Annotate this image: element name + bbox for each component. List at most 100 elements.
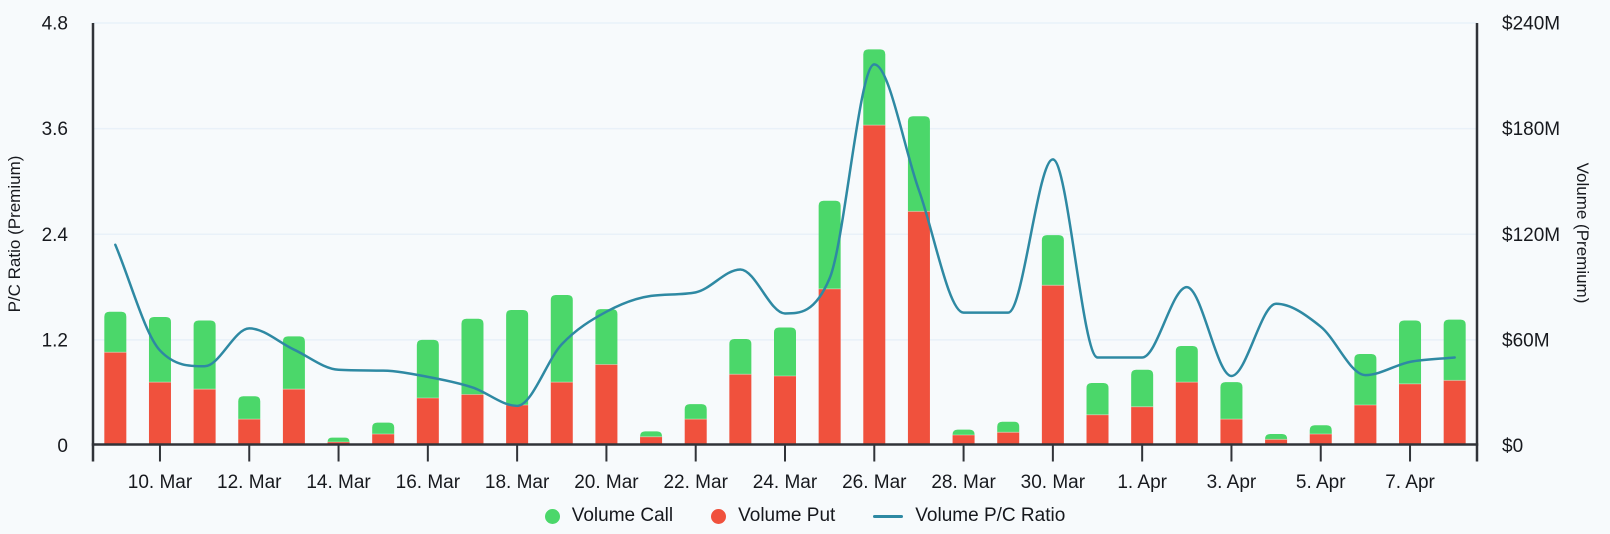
bar-volume-put — [729, 374, 752, 446]
right-axis-tick-label: $60M — [1502, 330, 1550, 351]
bar-volume-call — [1354, 353, 1377, 406]
bar-volume-call — [640, 431, 663, 437]
bar-volume-put — [461, 394, 484, 446]
right-axis-title: Volume (Premium) — [1573, 163, 1592, 304]
left-axis-tick-label: 4.8 — [42, 14, 68, 35]
x-axis-tick-label: 24. Mar — [753, 472, 818, 493]
bar-volume-put — [863, 125, 886, 446]
bar-volume-call — [595, 309, 618, 365]
bar-volume-call — [818, 200, 841, 289]
x-axis-tick-label: 7. Apr — [1385, 472, 1435, 493]
bar-volume-call — [416, 339, 439, 398]
bar-volume-call — [684, 404, 707, 420]
bar-volume-put — [684, 419, 707, 446]
bar-volume-call — [550, 294, 573, 383]
bar-volume-put — [1265, 439, 1288, 446]
bar-volume-call — [193, 320, 216, 390]
left-axis-title: P/C Ratio (Premium) — [5, 156, 24, 313]
bar-volume-put — [1220, 419, 1243, 446]
pc-ratio-line-group — [114, 63, 1456, 408]
bar-volume-put — [1086, 414, 1109, 446]
bar-volume-call — [104, 311, 127, 353]
x-axis-tick-label: 14. Mar — [306, 472, 371, 493]
bar-volume-put — [1175, 382, 1198, 446]
bar-volume-put — [595, 364, 618, 446]
x-axis-tick-label: 1. Apr — [1117, 472, 1167, 493]
bar-volume-put — [193, 389, 216, 446]
bar-volume-call — [1131, 369, 1154, 407]
bar-volume-call — [1443, 319, 1466, 381]
legend-line-marker — [873, 514, 904, 518]
stacked-bars-group — [104, 49, 1466, 446]
legend-label: Volume Put — [738, 505, 836, 526]
legend-label: Volume P/C Ratio — [915, 505, 1066, 526]
left-axis-tick-label: 2.4 — [42, 225, 69, 246]
bar-volume-call — [729, 338, 752, 375]
x-axis-tick-label: 28. Mar — [931, 472, 996, 493]
bar-volume-call — [952, 429, 975, 435]
bar-volume-put — [550, 382, 573, 446]
bar-volume-call — [238, 396, 261, 420]
bar-volume-put — [1041, 285, 1064, 446]
chart-legend: Volume Call Volume Put Volume P/C Ratio — [0, 499, 1610, 533]
bar-volume-call — [1086, 383, 1109, 415]
bar-volume-call — [1220, 382, 1243, 420]
bar-volume-put — [506, 405, 529, 446]
bar-volume-call — [461, 318, 484, 395]
x-axis-tick-label: 10. Mar — [128, 472, 193, 493]
bar-volume-put — [997, 432, 1020, 446]
bar-volume-put — [907, 211, 930, 446]
left-axis-tick-label: 0 — [57, 436, 68, 457]
bar-volume-put — [1309, 434, 1332, 446]
legend-circle-marker — [544, 508, 560, 524]
bar-volume-call — [506, 309, 529, 406]
bar-volume-put — [1354, 405, 1377, 446]
x-axis-tick-label: 20. Mar — [574, 472, 639, 493]
bar-volume-put — [416, 397, 439, 446]
bar-volume-call — [863, 49, 886, 126]
bar-volume-put — [282, 389, 305, 446]
x-axis-tick-label: 30. Mar — [1021, 472, 1086, 493]
legend-circle-marker — [711, 508, 727, 524]
bar-volume-put — [238, 419, 261, 446]
right-axis-tick-label: $120M — [1502, 225, 1560, 246]
bar-volume-put — [1399, 383, 1422, 446]
bar-volume-put — [1131, 406, 1154, 446]
right-axis-tick-label: $0 — [1502, 436, 1523, 457]
x-axis-tick-label: 5. Apr — [1296, 472, 1346, 493]
x-axis-tick-label: 26. Mar — [842, 472, 907, 493]
bar-volume-call — [327, 437, 350, 442]
bar-volume-put — [104, 352, 127, 446]
legend-item-volume-call[interactable]: Volume Call — [544, 505, 673, 527]
bar-volume-put — [1443, 380, 1466, 446]
tick-labels-group: 0 1.2 2.4 3.6 4.8 $0 $60M $120M $180M $240M 10. Ma… — [42, 14, 1561, 494]
bar-volume-put — [952, 434, 975, 446]
bar-volume-call — [1265, 434, 1288, 440]
x-axis-tick-label: 3. Apr — [1207, 472, 1257, 493]
left-axis-tick-label: 3.6 — [42, 119, 68, 140]
x-axis-tick-label: 18. Mar — [485, 472, 550, 493]
axes-group — [91, 23, 1479, 462]
legend-item-volume-p-c-ratio[interactable]: Volume P/C Ratio — [873, 505, 1065, 527]
bar-volume-put — [818, 288, 841, 446]
bar-volume-call — [997, 421, 1020, 433]
pc-ratio-line — [114, 63, 1456, 408]
right-axis-tick-label: $240M — [1502, 14, 1560, 35]
bar-volume-put — [148, 382, 171, 446]
bar-volume-call — [774, 327, 796, 376]
right-axis-tick-label: $180M — [1502, 119, 1560, 140]
bar-volume-put — [372, 434, 395, 446]
x-axis-tick-label: 16. Mar — [396, 472, 461, 493]
bar-volume-call — [1041, 235, 1064, 286]
gridlines — [93, 22, 1477, 341]
x-axis-tick-label: 12. Mar — [217, 472, 282, 493]
bar-volume-call — [1175, 346, 1198, 383]
legend-item-volume-put[interactable]: Volume Put — [711, 505, 835, 527]
bar-volume-call — [282, 336, 305, 390]
bar-volume-call — [372, 422, 395, 435]
bar-volume-call — [1309, 425, 1332, 435]
bar-volume-call — [907, 116, 930, 212]
bar-volume-put — [774, 375, 796, 446]
